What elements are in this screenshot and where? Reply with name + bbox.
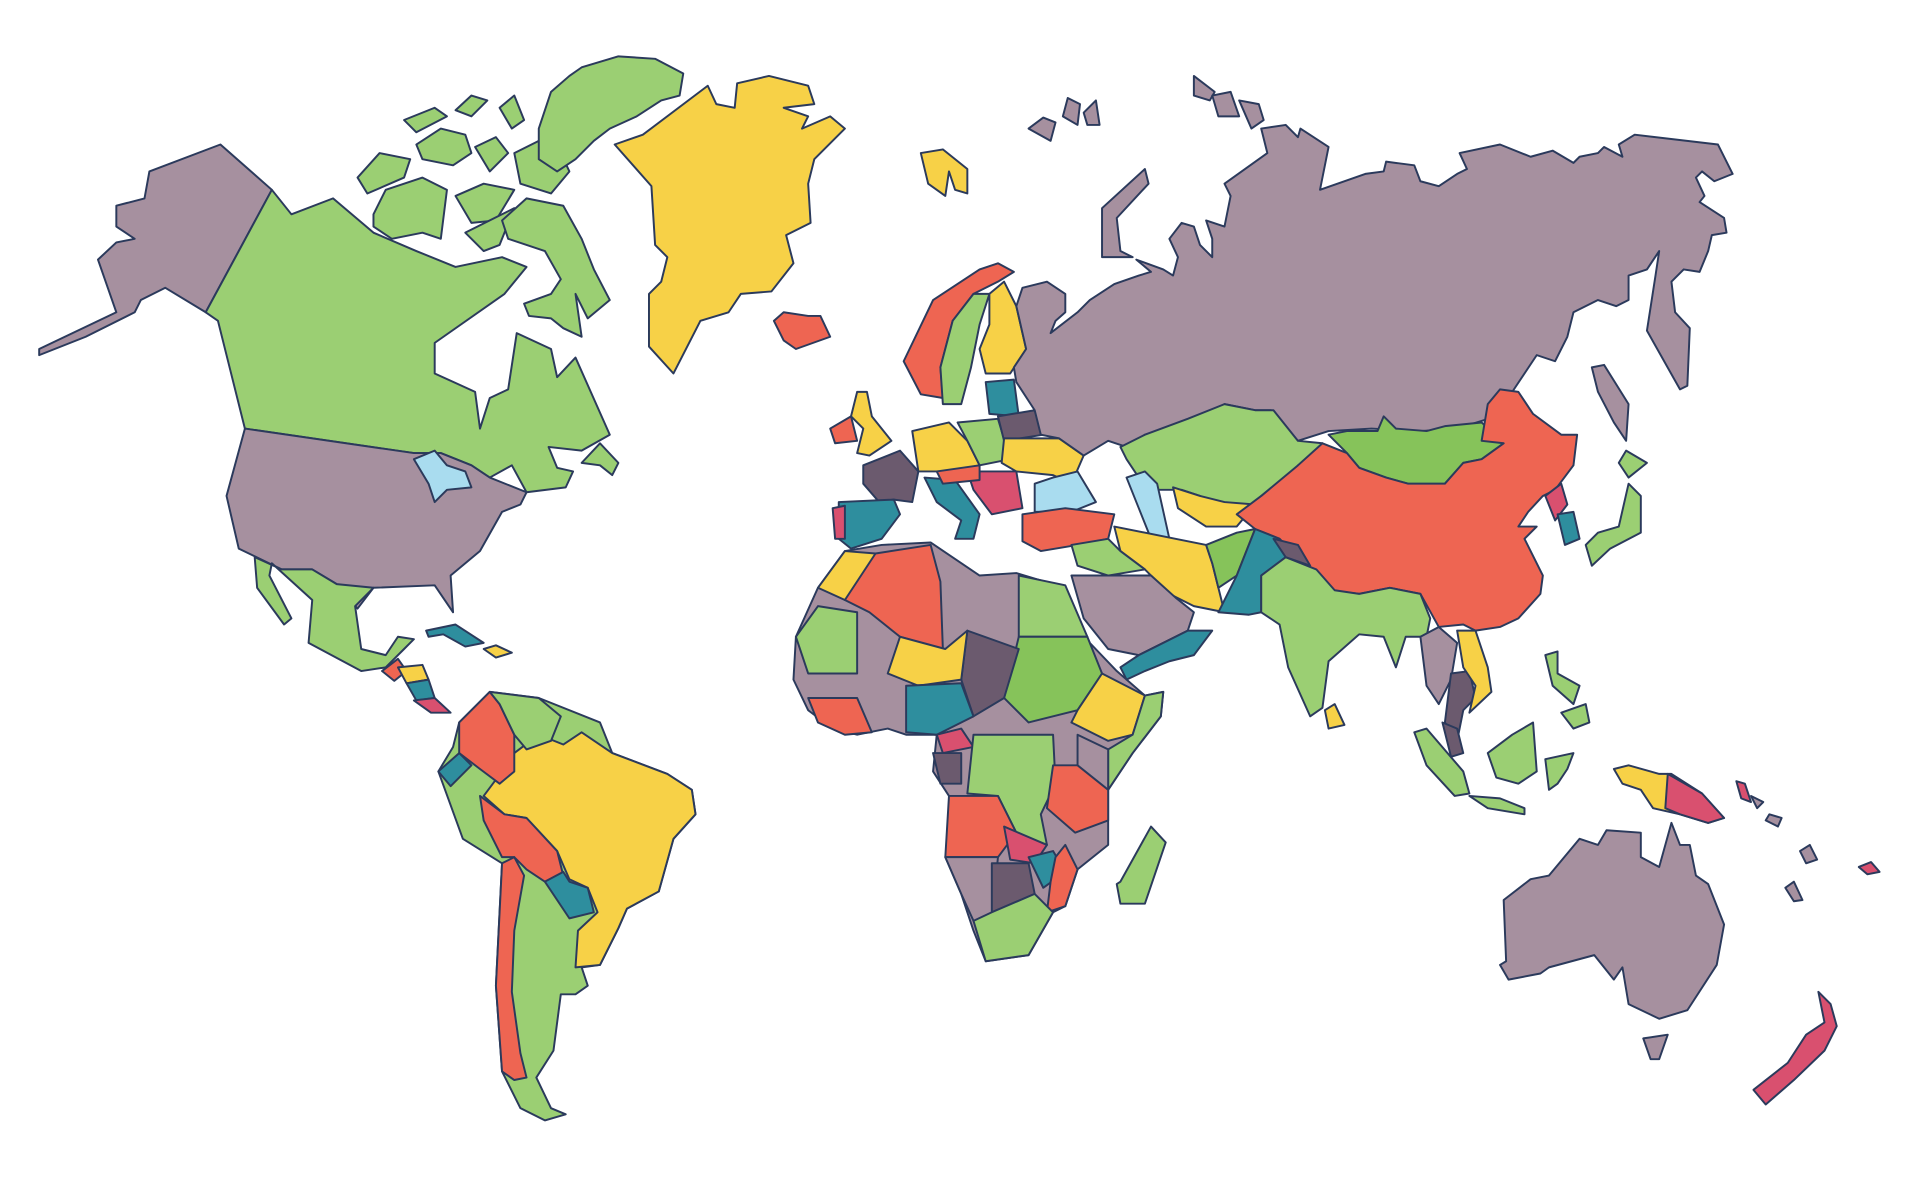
hispaniola[interactable] — [482, 644, 513, 659]
ecuador[interactable] — [437, 752, 473, 788]
arctic-island[interactable] — [1211, 90, 1241, 118]
south-america — [437, 690, 697, 1122]
hokkaido[interactable] — [1617, 449, 1648, 479]
panama[interactable] — [412, 697, 452, 714]
chile[interactable] — [494, 856, 528, 1081]
venezuela[interactable] — [488, 690, 562, 751]
arctic-island[interactable] — [1061, 96, 1081, 126]
java[interactable] — [1468, 794, 1526, 816]
yemen[interactable] — [1119, 629, 1214, 681]
island[interactable] — [1750, 794, 1765, 810]
nepal[interactable] — [1272, 537, 1312, 567]
portugal[interactable] — [831, 504, 846, 540]
europe — [829, 262, 1116, 553]
island[interactable] — [501, 197, 611, 338]
mali[interactable] — [794, 605, 859, 675]
finland[interactable] — [978, 280, 1028, 375]
philippines[interactable] — [1544, 650, 1581, 706]
south-africa[interactable] — [972, 892, 1055, 963]
balkans[interactable] — [966, 470, 1024, 516]
tasmania[interactable] — [1642, 1033, 1669, 1061]
cuba[interactable] — [425, 623, 485, 648]
madagascar[interactable] — [1115, 825, 1167, 905]
island[interactable] — [356, 152, 412, 195]
solomon-islands[interactable] — [1735, 780, 1752, 804]
namibia[interactable] — [944, 856, 999, 922]
france[interactable] — [862, 449, 920, 504]
island[interactable] — [1784, 880, 1804, 903]
vietnam[interactable] — [1456, 629, 1493, 714]
arctic-island[interactable] — [1082, 99, 1101, 126]
asia — [1012, 74, 1734, 816]
japan[interactable] — [1584, 482, 1642, 567]
sweden[interactable] — [939, 292, 991, 406]
papua-new-guinea[interactable] — [1664, 772, 1726, 824]
australia[interactable] — [1499, 821, 1726, 1020]
island[interactable] — [454, 182, 516, 224]
austria[interactable] — [935, 464, 981, 485]
great-lakes — [412, 449, 473, 504]
arctic-islands — [356, 55, 685, 338]
sumatra[interactable] — [1413, 727, 1471, 797]
black-sea — [1033, 470, 1097, 513]
island[interactable] — [403, 106, 448, 134]
taiwan[interactable] — [1556, 510, 1581, 546]
baltics[interactable] — [984, 378, 1020, 418]
bolivia[interactable] — [543, 870, 595, 920]
sakhalin[interactable] — [1590, 363, 1630, 442]
iceland[interactable] — [772, 311, 832, 350]
iraq-syria[interactable] — [1070, 537, 1146, 577]
island[interactable] — [1799, 843, 1819, 865]
alberta-island[interactable] — [580, 442, 620, 477]
norway[interactable] — [902, 262, 1015, 399]
mexico[interactable] — [253, 556, 415, 673]
somalia[interactable] — [1107, 690, 1165, 791]
russia[interactable] — [1012, 123, 1734, 457]
arctic-island[interactable] — [1027, 116, 1057, 142]
north-america — [38, 143, 620, 714]
gabon[interactable] — [932, 752, 963, 785]
saudi-arabia[interactable] — [1070, 574, 1195, 657]
korea[interactable] — [1544, 482, 1569, 522]
alaska[interactable] — [38, 143, 273, 357]
island[interactable] — [454, 94, 489, 118]
philippines-south[interactable] — [1560, 703, 1591, 730]
arctic-island[interactable] — [1238, 99, 1265, 130]
ellesmere[interactable] — [537, 55, 685, 173]
svalbard[interactable] — [919, 148, 969, 197]
italy[interactable] — [923, 476, 981, 540]
sri-lanka[interactable] — [1323, 703, 1346, 730]
island[interactable] — [415, 127, 473, 167]
algeria[interactable] — [843, 543, 944, 650]
niger[interactable] — [886, 629, 969, 687]
oceania — [1499, 764, 1881, 1106]
india[interactable] — [1260, 556, 1432, 718]
island[interactable] — [1857, 861, 1881, 876]
new-zealand[interactable] — [1752, 990, 1838, 1106]
spain[interactable] — [837, 498, 901, 550]
ireland[interactable] — [829, 415, 859, 445]
nigeria[interactable] — [905, 682, 975, 736]
island[interactable] — [372, 176, 448, 240]
greenland[interactable] — [613, 74, 846, 375]
west-africa[interactable] — [807, 697, 873, 736]
borneo[interactable] — [1486, 721, 1538, 785]
tanzania[interactable] — [1045, 764, 1110, 834]
poland[interactable] — [956, 417, 1012, 467]
island[interactable] — [474, 136, 510, 173]
uk[interactable] — [850, 390, 893, 457]
novaya-zemlya[interactable] — [1101, 168, 1150, 259]
island[interactable] — [1764, 813, 1783, 828]
africa — [792, 541, 1167, 963]
nicaragua[interactable] — [405, 678, 436, 702]
island[interactable] — [498, 94, 526, 130]
malay-peninsula[interactable] — [1441, 721, 1465, 758]
sulawesi[interactable] — [1544, 752, 1575, 791]
arctic-island[interactable] — [1192, 74, 1216, 102]
